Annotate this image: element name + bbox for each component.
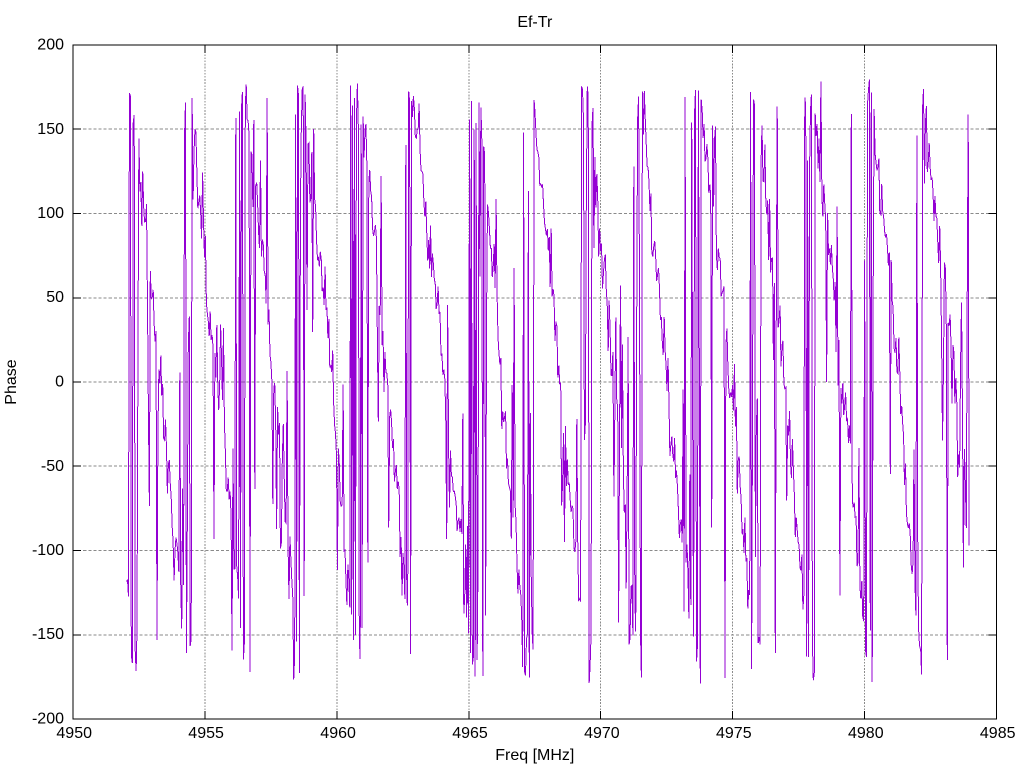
svg-text:Phase: Phase: [3, 359, 20, 404]
svg-text:Ef-Tr: Ef-Tr: [517, 14, 553, 31]
svg-text:-100: -100: [32, 542, 64, 559]
svg-text:-150: -150: [32, 626, 64, 643]
svg-text:4985: 4985: [980, 725, 1016, 742]
svg-text:200: 200: [37, 37, 64, 54]
svg-text:Freq [MHz]: Freq [MHz]: [495, 747, 574, 764]
svg-text:4975: 4975: [716, 725, 752, 742]
svg-text:150: 150: [37, 121, 64, 138]
svg-text:-50: -50: [41, 458, 64, 475]
svg-text:4960: 4960: [320, 725, 356, 742]
svg-text:4970: 4970: [584, 725, 620, 742]
svg-text:4955: 4955: [188, 725, 224, 742]
svg-text:4965: 4965: [452, 725, 488, 742]
svg-text:-200: -200: [32, 711, 64, 728]
svg-text:0: 0: [55, 374, 64, 391]
svg-text:100: 100: [37, 205, 64, 222]
svg-text:4980: 4980: [848, 725, 884, 742]
svg-text:50: 50: [46, 289, 64, 306]
svg-text:4950: 4950: [56, 725, 92, 742]
